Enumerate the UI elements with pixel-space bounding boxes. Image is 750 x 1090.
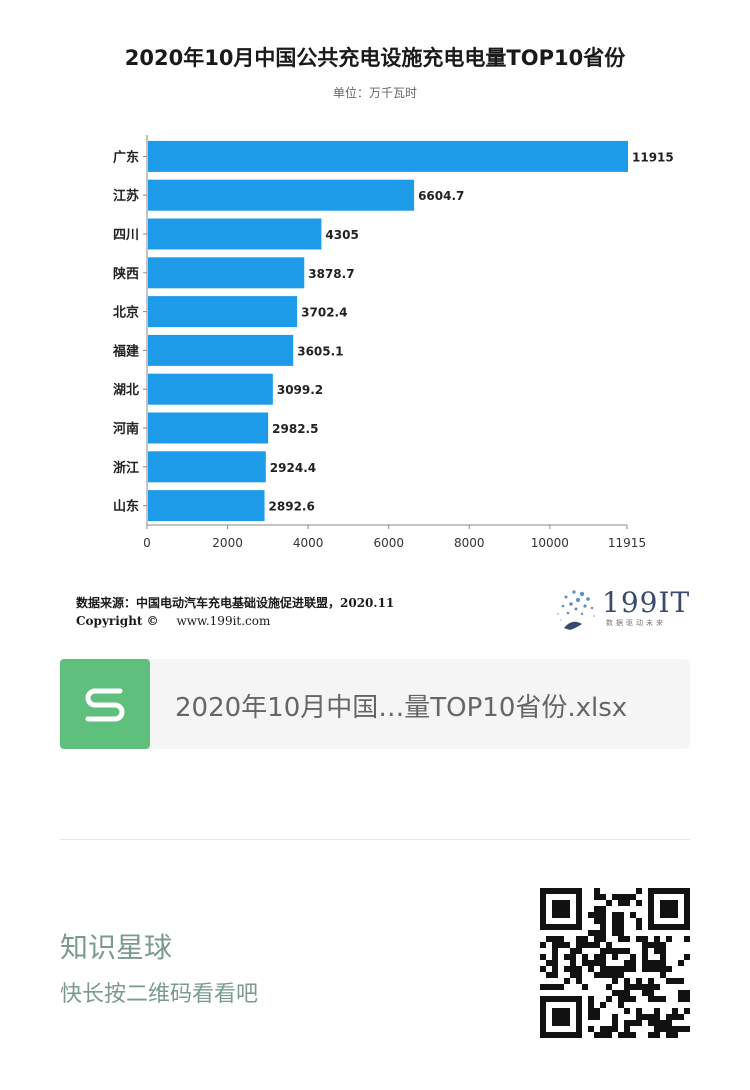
category-label: 浙江 — [113, 460, 139, 476]
category-label: 江苏 — [113, 188, 139, 204]
category-label: 广东 — [113, 149, 139, 165]
chart-title: 2020年10月中国公共充电设施充电电量TOP10省份 — [124, 46, 626, 70]
x-tick-label: 11915 — [608, 536, 646, 550]
logo-wordmark: 199IT — [602, 586, 691, 619]
file-attachment[interactable]: 2020年10月中国…量TOP10省份.xlsx — [60, 659, 690, 749]
x-tick-label: 4000 — [293, 536, 324, 550]
site-logo: 199IT 数据驱动未来 — [552, 584, 692, 632]
source-note: 数据来源：中国电动汽车充电基础设施促进联盟，2020.11 — [76, 596, 395, 610]
category-label: 北京 — [113, 305, 139, 321]
bar — [148, 179, 415, 211]
bar — [148, 412, 269, 444]
value-label: 3878.7 — [308, 267, 354, 281]
bar — [148, 451, 266, 483]
category-label: 福建 — [112, 343, 139, 359]
bar — [148, 334, 294, 366]
dandelion-logo-icon — [557, 590, 595, 630]
value-label: 11915 — [632, 150, 674, 164]
value-label: 4305 — [325, 228, 358, 242]
value-label: 3605.1 — [297, 344, 343, 358]
bar-chart: 广东 11915 江苏 6604.7 四川 4305 陕西 3878.7 北京 3702.4 福建 3… — [112, 135, 674, 550]
category-label: 河南 — [113, 421, 139, 437]
logo-tagline: 数据驱动未来 — [606, 619, 666, 627]
copyright-url: www.199it.com — [176, 614, 271, 628]
spreadsheet-s-icon — [60, 659, 150, 749]
bar — [148, 490, 265, 522]
category-label: 湖北 — [113, 383, 139, 398]
category-label: 四川 — [113, 228, 139, 243]
bar — [148, 140, 628, 172]
qr-code-icon[interactable] — [540, 888, 690, 1038]
bar — [148, 373, 273, 405]
bar — [148, 296, 298, 328]
value-label: 6604.7 — [418, 189, 464, 203]
file-name: 2020年10月中国…量TOP10省份.xlsx — [175, 693, 628, 723]
bar — [148, 257, 305, 289]
category-label: 陕西 — [113, 266, 139, 282]
x-tick-label: 2000 — [212, 536, 243, 550]
x-tick-label: 8000 — [454, 536, 485, 550]
value-label: 2924.4 — [270, 461, 316, 475]
planet-title: 知识星球 — [60, 931, 173, 964]
copyright-label: Copyright © — [76, 614, 159, 628]
category-label: 山东 — [113, 499, 139, 515]
chart-subtitle: 单位：万千瓦时 — [332, 86, 417, 100]
divider — [60, 839, 690, 840]
value-label: 2982.5 — [272, 422, 318, 436]
value-label: 3702.4 — [301, 306, 347, 320]
x-tick-label: 0 — [143, 536, 151, 550]
x-tick-label: 6000 — [373, 536, 404, 550]
copyright-line: Copyright © www.199it.com — [76, 614, 270, 628]
bar — [148, 218, 322, 250]
value-label: 2892.6 — [269, 500, 315, 514]
planet-hint: 快长按二维码看看吧 — [60, 982, 259, 1007]
value-label: 3099.2 — [277, 383, 323, 397]
x-tick-label: 10000 — [531, 536, 569, 550]
